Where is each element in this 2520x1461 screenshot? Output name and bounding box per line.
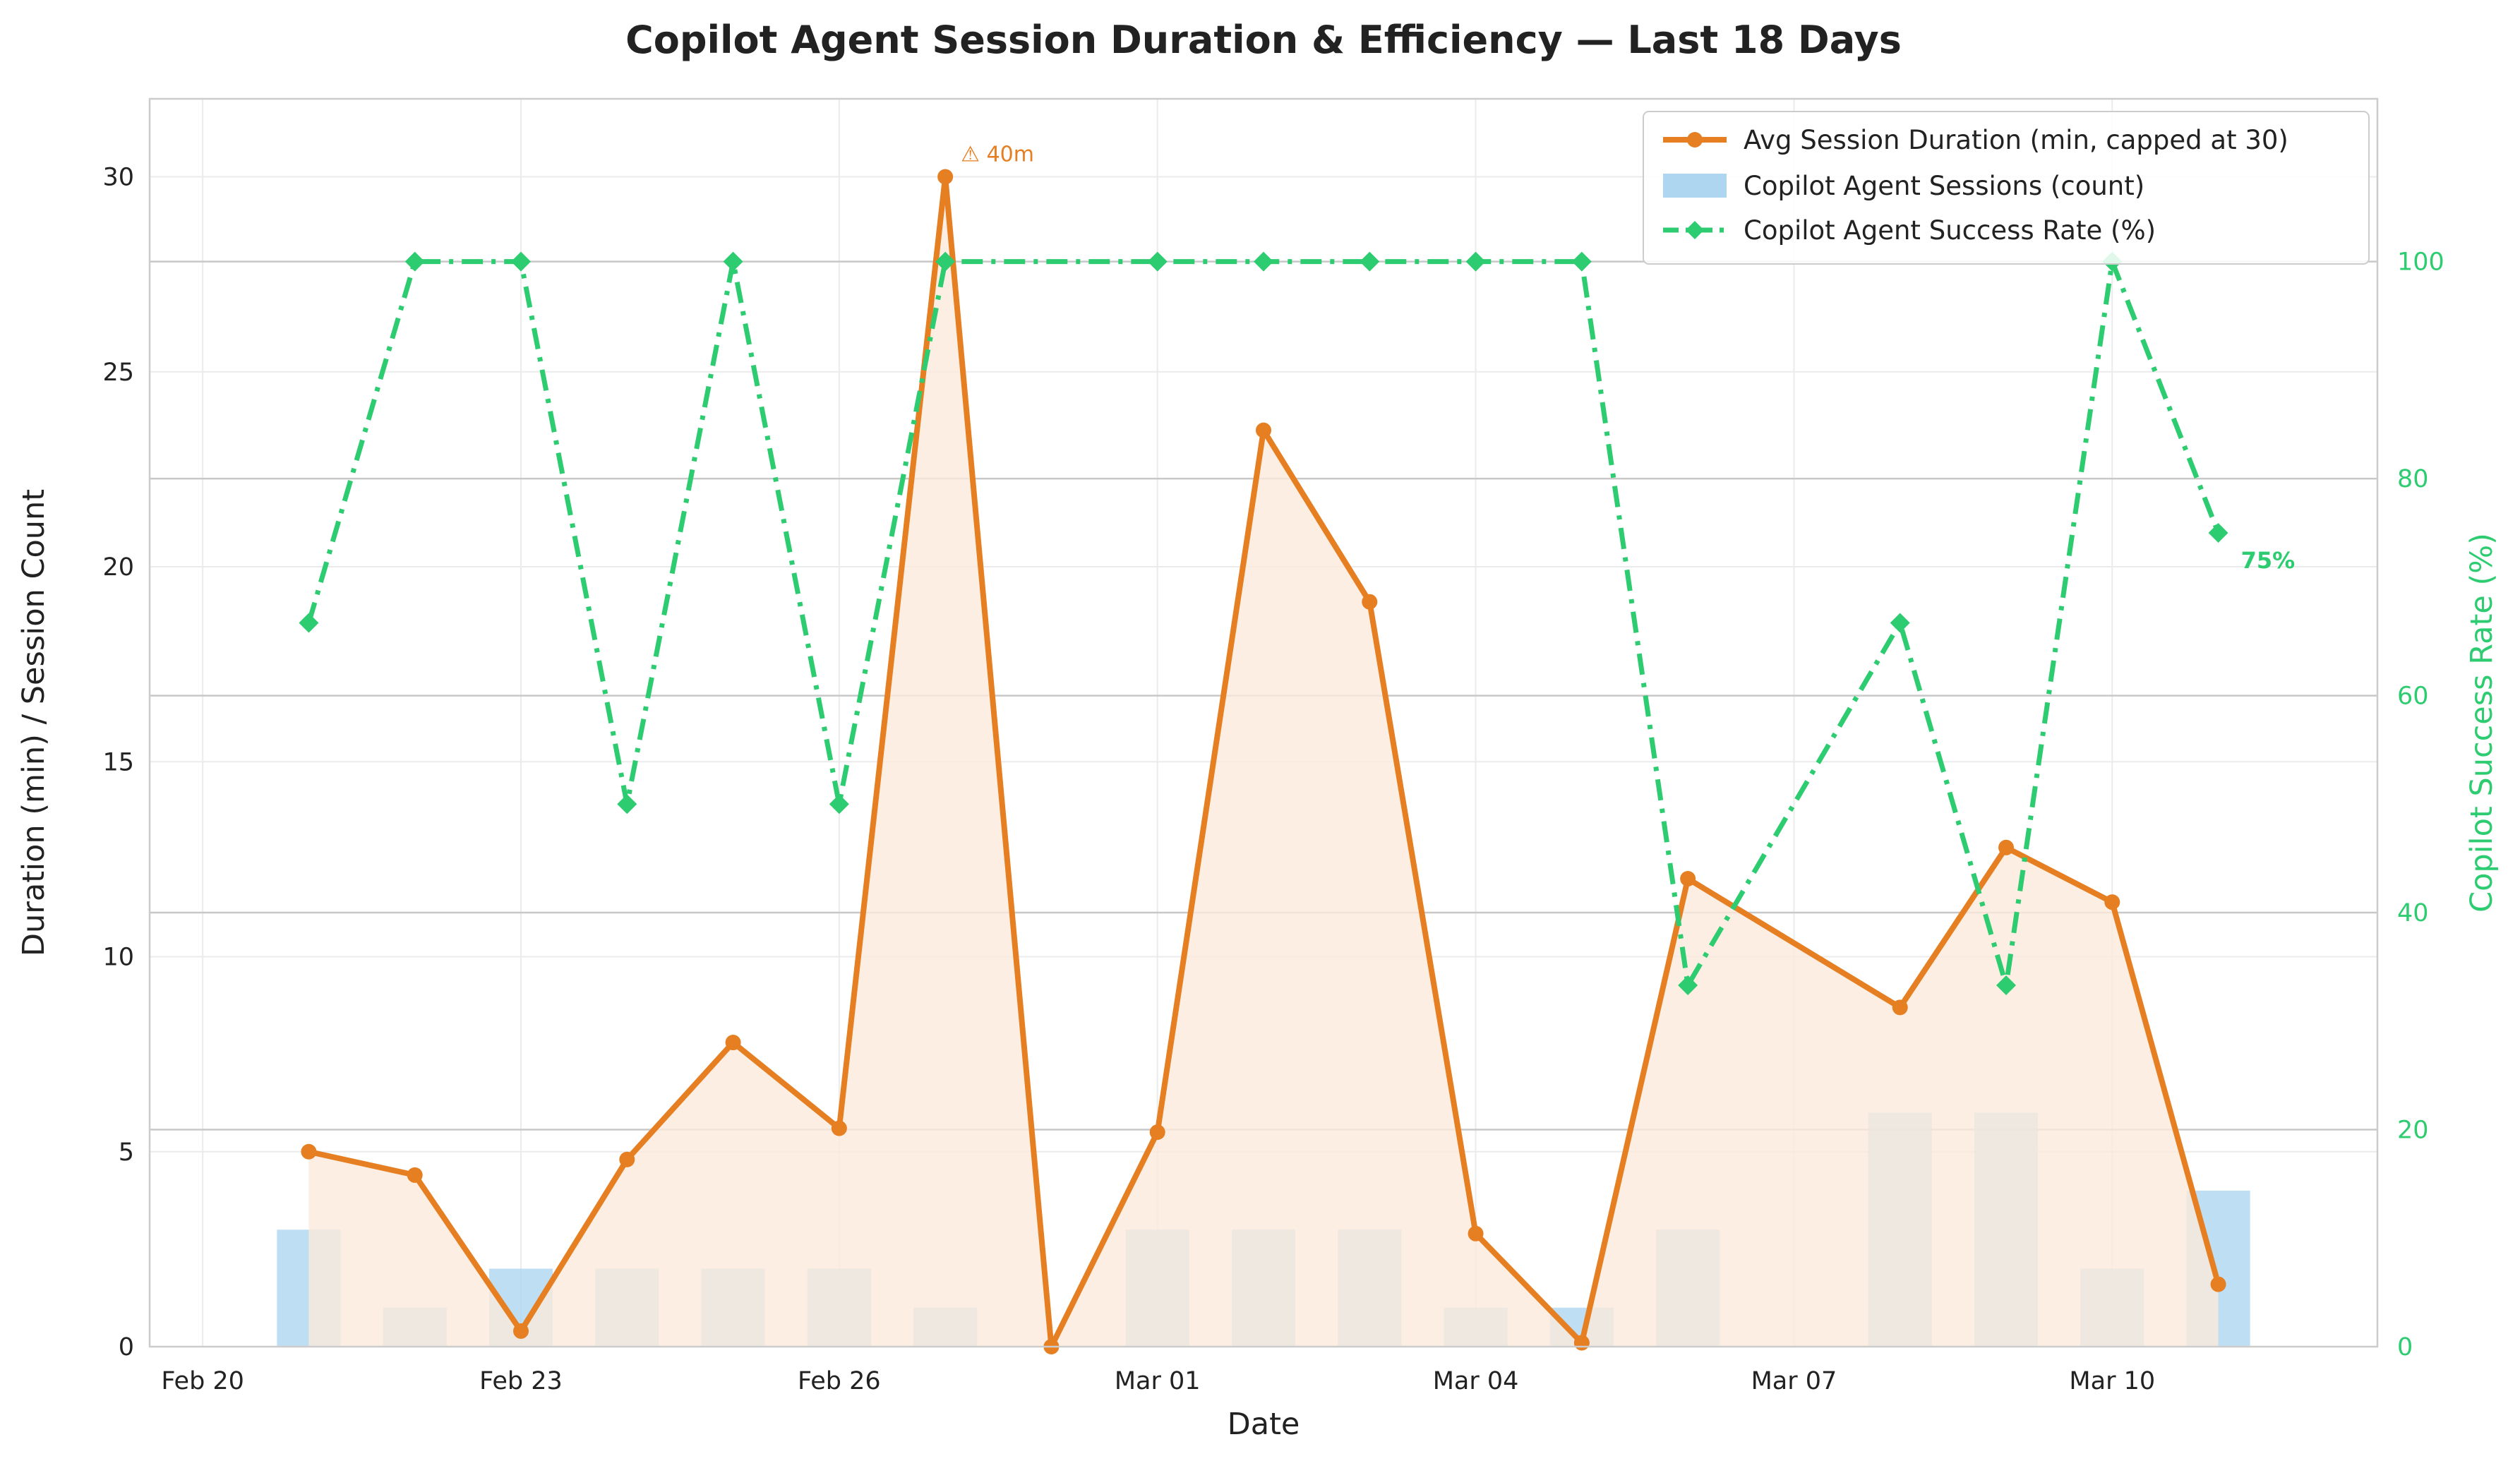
plot-frame	[148, 97, 2379, 1348]
y2-tick-label: 60	[2397, 683, 2429, 711]
legend-success-rate-marker	[1686, 221, 1704, 239]
duration-point	[1256, 422, 1271, 438]
duration-area	[308, 176, 2219, 1347]
duration-point	[301, 1143, 317, 1160]
success-rate-point	[511, 251, 531, 272]
legend-box	[1643, 111, 2370, 265]
y-axis-title-left: Duration (min) / Session Count	[16, 489, 52, 956]
x-tick-label: Mar 10	[2069, 1367, 2155, 1395]
duration-point	[1680, 871, 1696, 886]
success-rate-point	[1678, 975, 1698, 996]
y2-tick-label: 80	[2397, 465, 2429, 493]
y-tick-label: 15	[102, 748, 134, 776]
last-success-rate-annotation: 75%	[2241, 547, 2296, 574]
legend-duration-label: Avg Session Duration (min, capped at 30)	[1744, 125, 2288, 155]
duration-point	[831, 1120, 847, 1136]
legend-sessions-swatch	[1663, 174, 1727, 198]
y-tick-label: 0	[119, 1333, 134, 1361]
y2-tick-label: 100	[2397, 248, 2444, 277]
success-rate-point	[829, 794, 849, 814]
duration-point	[1468, 1225, 1484, 1241]
y-tick-label: 30	[102, 164, 134, 192]
x-tick-label: Feb 20	[161, 1367, 244, 1395]
duration-point	[1998, 839, 2014, 855]
x-axis-title: Date	[1228, 1407, 1300, 1442]
x-tick-label: Mar 04	[1433, 1367, 1519, 1395]
y2-tick-label: 20	[2397, 1117, 2429, 1145]
success-rate-point	[1996, 975, 2016, 996]
duration-point	[407, 1167, 423, 1183]
y2-tick-label: 0	[2397, 1333, 2413, 1361]
success-rate-point	[1360, 251, 1380, 272]
duration-point	[1892, 999, 1908, 1016]
success-rate-point	[1890, 613, 1910, 633]
duration-line	[306, 174, 2221, 1349]
success-rate-point	[1147, 251, 1168, 272]
duration-point	[1149, 1124, 1165, 1141]
success-rate-point	[723, 251, 743, 272]
success-rate-point	[617, 794, 637, 814]
x-tick-label: Feb 23	[479, 1367, 563, 1395]
peak-duration-annotation: ⚠ 40m	[961, 143, 1034, 167]
duration-point	[1362, 594, 1378, 610]
duration-point	[2210, 1276, 2226, 1292]
duration-point	[1573, 1335, 1590, 1351]
duration-point	[937, 169, 954, 185]
success-rate-point	[404, 251, 425, 272]
duration-point	[725, 1035, 741, 1051]
x-tick-label: Mar 01	[1115, 1367, 1201, 1395]
x-tick-label: Mar 07	[1751, 1367, 1837, 1395]
y2-tick-label: 40	[2397, 899, 2429, 927]
y-tick-label: 10	[102, 944, 134, 972]
y-tick-label: 20	[102, 553, 134, 582]
chart-title: Copilot Agent Session Duration & Efficie…	[625, 18, 1902, 62]
success-rate-point	[935, 251, 956, 272]
legend-duration-marker	[1687, 132, 1703, 148]
duration-point	[619, 1151, 635, 1167]
y-axis-title-right: Copilot Success Rate (%)	[2464, 533, 2500, 913]
x-tick-label: Feb 26	[798, 1367, 881, 1395]
legend-success-rate-label: Copilot Agent Success Rate (%)	[1744, 215, 2156, 246]
y-tick-label: 5	[119, 1138, 134, 1167]
duration-point	[2104, 894, 2120, 910]
y-tick-label: 25	[102, 359, 134, 387]
success-rate-point	[299, 613, 319, 633]
duration-point	[513, 1323, 529, 1339]
success-rate-point	[1571, 251, 1592, 272]
success-rate-point	[2208, 522, 2228, 543]
success-rate-point	[1465, 251, 1486, 272]
success-rate-point	[1254, 251, 1273, 272]
legend-sessions-label: Copilot Agent Sessions (count)	[1744, 171, 2144, 201]
